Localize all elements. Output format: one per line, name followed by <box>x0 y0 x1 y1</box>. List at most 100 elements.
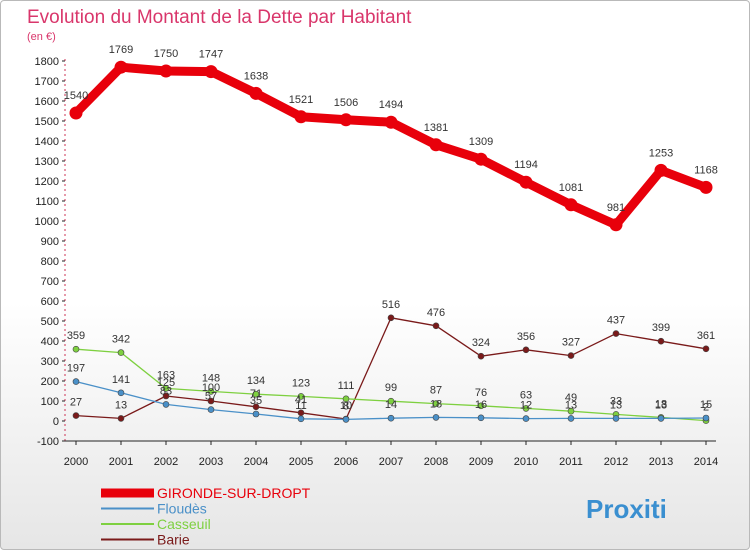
x-tick-label: 2012 <box>604 456 628 468</box>
data-point <box>252 403 260 411</box>
data-label: 1506 <box>334 97 358 109</box>
data-point <box>654 163 668 177</box>
y-tick-label: 800 <box>41 256 59 268</box>
y-tick-label: 600 <box>41 296 59 308</box>
data-label: 1750 <box>154 48 178 60</box>
data-point <box>609 218 623 232</box>
data-label: 13 <box>565 399 577 411</box>
data-label: 15 <box>700 399 712 411</box>
data-point <box>387 314 395 322</box>
data-point <box>117 389 125 397</box>
data-point <box>384 115 398 129</box>
data-point <box>612 330 620 337</box>
y-tick-label: 300 <box>41 356 59 368</box>
data-point <box>117 415 125 422</box>
data-label: 148 <box>202 372 220 384</box>
data-label: 16 <box>475 399 487 411</box>
data-label: 516 <box>382 299 400 311</box>
data-point <box>564 198 578 212</box>
data-point <box>297 393 305 400</box>
series-layer <box>69 60 713 424</box>
data-label: 1194 <box>514 159 538 171</box>
data-point <box>477 352 485 360</box>
data-point <box>114 60 128 74</box>
data-point <box>162 385 170 392</box>
y-tick-label: 1400 <box>35 136 59 148</box>
y-tick-label: 1800 <box>35 56 59 68</box>
data-point <box>249 86 263 100</box>
series-floud-s <box>72 378 710 423</box>
y-tick-label: 700 <box>41 276 59 288</box>
data-label: 71 <box>250 388 262 400</box>
data-point <box>252 390 260 398</box>
y-tick-label: 0 <box>53 416 59 428</box>
data-label: 12 <box>520 400 532 412</box>
data-point <box>522 346 530 354</box>
data-label: 11 <box>295 400 306 412</box>
x-tick-label: 2010 <box>514 456 538 468</box>
data-label: 35 <box>250 395 262 407</box>
data-label: 8 <box>343 400 349 412</box>
data-label: 1540 <box>64 90 88 102</box>
data-point <box>432 322 440 330</box>
chart-title: Evolution du Montant de la Dette par Hab… <box>27 7 412 28</box>
x-tick-label: 2013 <box>649 456 673 468</box>
data-label: 361 <box>697 330 715 342</box>
data-label: 1168 <box>694 164 718 176</box>
data-label: 437 <box>607 315 625 327</box>
data-label: 111 <box>338 380 355 392</box>
chart-subtitle: (en €) <box>27 31 56 43</box>
data-point <box>432 414 440 421</box>
data-point <box>567 407 575 415</box>
data-label: 399 <box>652 322 670 334</box>
x-tick-label: 2001 <box>109 456 133 468</box>
data-label: 99 <box>385 382 397 394</box>
legend-label: GIRONDE-SUR-DROPT <box>157 485 311 501</box>
x-tick-label: 2005 <box>289 456 313 468</box>
data-label: 123 <box>292 377 310 389</box>
y-tick-label: -100 <box>37 436 59 448</box>
data-label: 141 <box>112 374 130 386</box>
data-point <box>477 402 485 410</box>
x-tick-label: 2006 <box>334 456 358 468</box>
x-tick-label: 2004 <box>244 456 268 468</box>
data-point <box>612 415 620 422</box>
y-tick-label: 500 <box>41 316 59 328</box>
data-point <box>69 106 83 120</box>
data-label: 197 <box>67 363 85 375</box>
data-label: 14 <box>385 399 397 411</box>
data-label: 2 <box>703 402 709 414</box>
y-tick-label: 200 <box>41 376 59 388</box>
data-label: 87 <box>430 385 442 397</box>
data-point <box>294 110 308 124</box>
data-label: 1638 <box>244 70 268 82</box>
data-label: 324 <box>472 337 490 349</box>
data-label: 1769 <box>109 44 133 56</box>
data-point <box>117 349 125 356</box>
x-tick-label: 2003 <box>199 456 223 468</box>
data-label: 163 <box>157 369 175 381</box>
data-point <box>162 401 170 408</box>
axes: -100 0 100 200 300 400 500 600 700 800 900 1000 1100… <box>35 56 719 468</box>
data-point <box>432 400 440 407</box>
data-point <box>474 152 488 166</box>
data-point <box>567 415 575 422</box>
data-label: 134 <box>247 375 265 387</box>
data-point <box>702 345 710 353</box>
data-point <box>159 64 173 78</box>
data-point <box>657 415 665 422</box>
x-tick-label: 2002 <box>154 456 178 468</box>
x-tick-label: 2009 <box>469 456 493 468</box>
data-label: 57 <box>205 391 217 403</box>
data-point <box>699 180 713 194</box>
data-point <box>204 65 218 79</box>
data-label: 13 <box>115 399 127 411</box>
data-point <box>72 412 80 419</box>
data-point <box>72 378 80 385</box>
data-label: 1381 <box>424 122 448 134</box>
y-tick-label: 1600 <box>35 96 59 108</box>
data-label: 18 <box>430 398 442 410</box>
data-label: 83 <box>160 385 172 397</box>
